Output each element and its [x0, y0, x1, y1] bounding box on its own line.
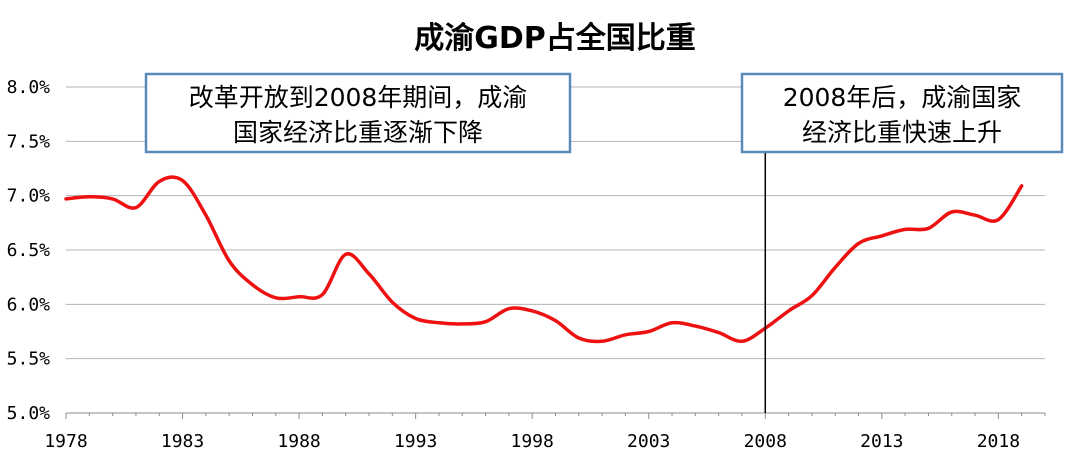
annotation-rise-line-1: 2008年后，成渝国家 — [783, 83, 1022, 112]
y-tick-label: 7.0% — [7, 186, 51, 207]
annotation-decline-line-2: 国家经济比重逐渐下降 — [233, 118, 483, 147]
x-tick-label: 2018 — [977, 431, 1020, 452]
annotation-decline-line-1: 改革开放到2008年期间，成渝 — [189, 83, 528, 112]
chart-title: 成渝GDP占全国比重 — [414, 21, 696, 56]
x-tick-label: 2013 — [860, 431, 903, 452]
y-tick-label: 8.0% — [7, 77, 51, 98]
series-line-0 — [64, 175, 1024, 344]
x-tick-label: 1998 — [511, 431, 554, 452]
y-tick-label: 6.5% — [7, 240, 51, 261]
x-tick-label: 1988 — [277, 431, 320, 452]
x-axis-tick-labels: 1978 1983 1988 1993 1998 2003 2008 2013 2018 — [44, 431, 1020, 452]
series-layer — [64, 175, 1024, 344]
y-axis-tick-labels: 5.0% 5.5% 6.0% 6.5% 7.0% 7.5% 8.0% — [7, 77, 51, 424]
annotation-layer: 改革开放到2008年期间，成渝 国家经济比重逐渐下降 2008年后，成渝国家 经… — [144, 72, 1064, 154]
x-tick-label: 1993 — [394, 431, 437, 452]
x-tick-label: 2008 — [744, 431, 787, 452]
annotation-box-rise: 2008年后，成渝国家 经济比重快速上升 — [740, 72, 1064, 154]
annotation-box-decline: 改革开放到2008年期间，成渝 国家经济比重逐渐下降 — [144, 72, 572, 154]
x-tick-label: 2003 — [627, 431, 670, 452]
x-tick-label: 1983 — [161, 431, 204, 452]
y-tick-label: 7.5% — [7, 131, 51, 152]
annotation-rise-line-2: 经济比重快速上升 — [802, 118, 1002, 147]
y-tick-label: 5.5% — [7, 349, 51, 370]
x-tick-label: 1978 — [44, 431, 87, 452]
x-axis — [65, 412, 1046, 419]
y-tick-label: 5.0% — [7, 403, 51, 424]
y-tick-label: 6.0% — [7, 294, 51, 315]
annotation-box-decline-frame — [144, 72, 572, 154]
annotation-box-rise-frame — [740, 72, 1064, 154]
